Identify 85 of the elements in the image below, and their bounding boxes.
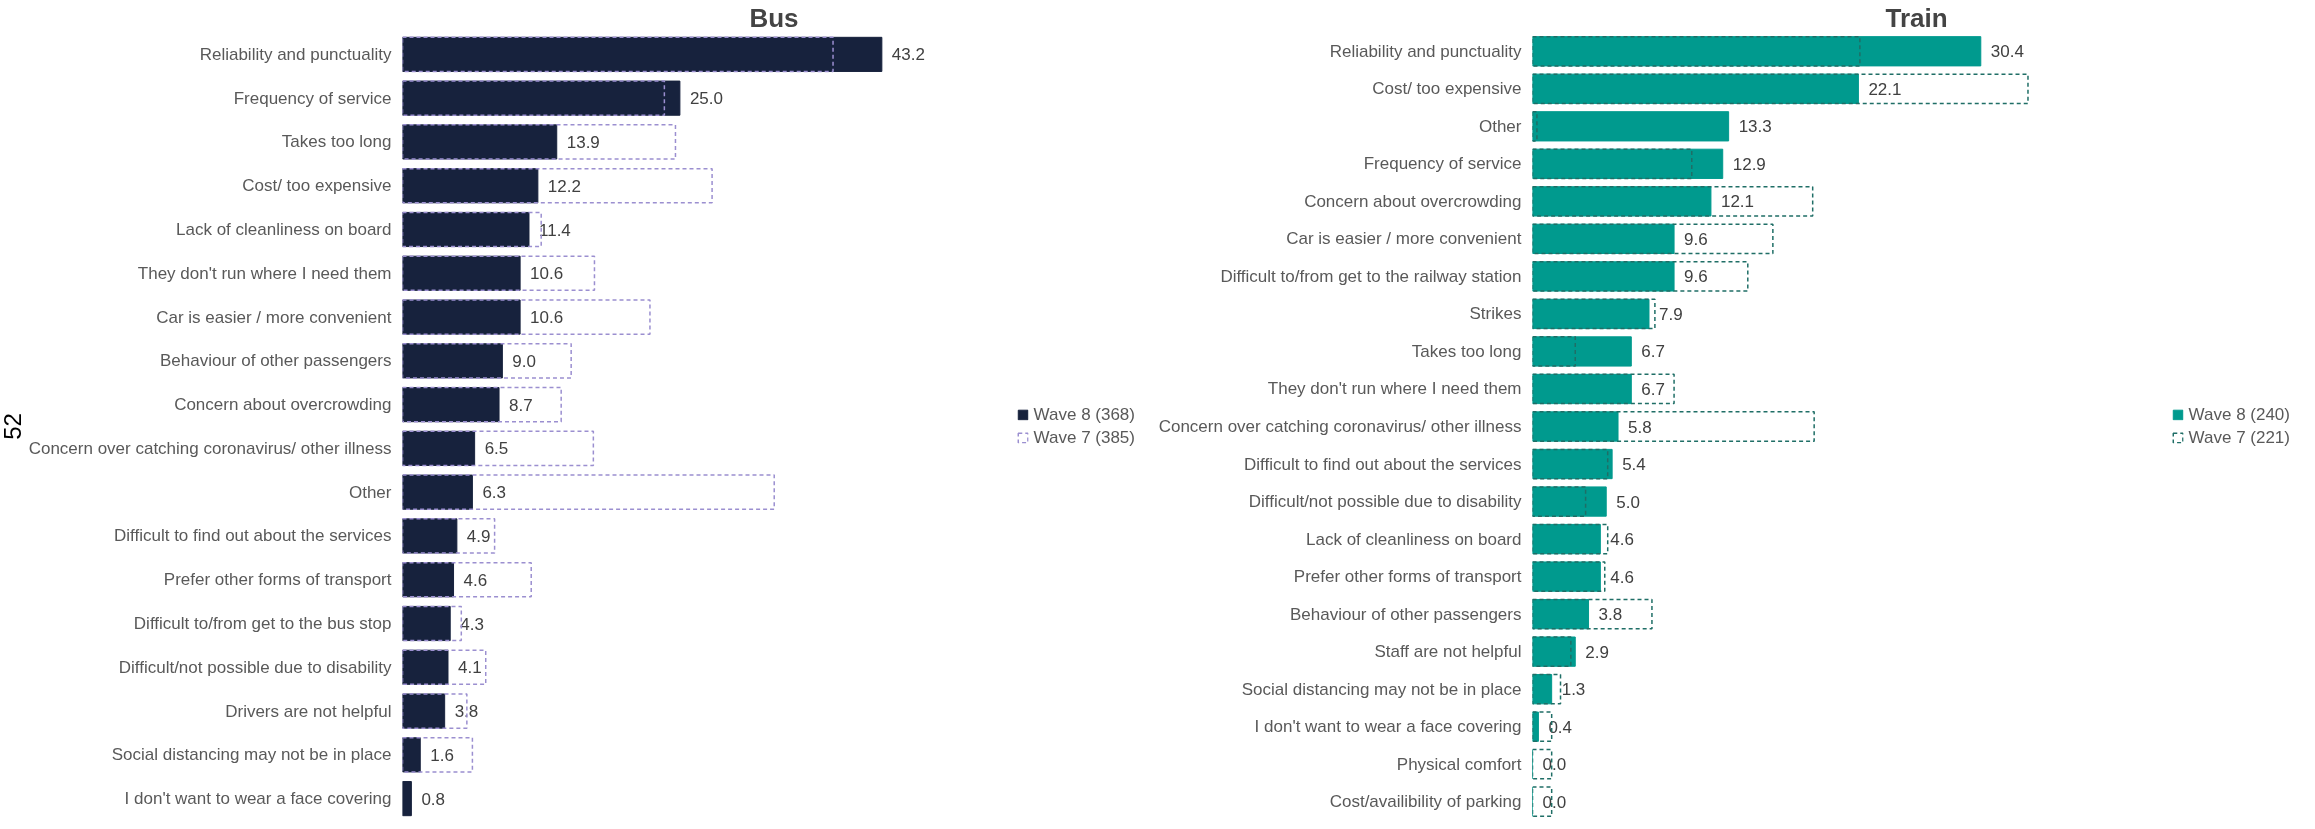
y-tick-label: Drivers are not helpful: [225, 701, 392, 721]
y-tick-label: Behaviour of other passengers: [1289, 604, 1522, 624]
y-tick-label: Other: [348, 482, 392, 502]
y-tick-label: Staff are not helpful: [1374, 642, 1522, 662]
y-tick-label: They don't run where I need them: [1267, 379, 1522, 399]
y-tick-label: Difficult/not possible due to disability: [118, 657, 392, 677]
data-label: 5.0: [1616, 492, 1640, 512]
data-label: 4.1: [457, 658, 482, 678]
data-label: 5.4: [1622, 455, 1646, 475]
y-tick-label: Difficult/not possible due to disability: [1248, 492, 1522, 512]
y-tick-label: Prefer other forms of transport: [163, 570, 392, 590]
data-label: 10.6: [530, 308, 564, 328]
data-label: 1.3: [1561, 680, 1586, 700]
data-label: 4.3: [460, 614, 484, 634]
legend-label: Wave 7 (221): [2188, 427, 2290, 448]
data-label: 25.0: [689, 89, 723, 109]
data-label: 7.9: [1659, 304, 1683, 324]
y-tick-label: Prefer other forms of transport: [1293, 567, 1522, 587]
y-tick-label: Frequency of service: [233, 88, 392, 108]
y-tick-label: Takes too long: [1411, 341, 1522, 361]
y-tick-label: Takes too long: [281, 132, 392, 152]
y-tick-label: Frequency of service: [1363, 154, 1522, 174]
data-label: 22.1: [1868, 79, 1902, 99]
data-label: 5.8: [1628, 417, 1652, 437]
y-tick-label: Concern about overcrowding: [174, 395, 392, 415]
y-tick-label: Physical comfort: [1396, 754, 1522, 774]
data-label: 1.6: [430, 745, 454, 765]
data-label: 9.0: [512, 351, 537, 371]
data-label: 12.1: [1720, 192, 1755, 212]
data-label: 4.6: [463, 570, 488, 590]
y-tick-label: Cost/ too expensive: [1372, 79, 1522, 99]
y-tick-label: I don't want to wear a face covering: [124, 789, 392, 809]
data-label: 11.4: [539, 220, 571, 240]
y-tick-label: Lack of cleanliness on board: [1306, 529, 1522, 549]
y-tick-label: Strikes: [1469, 304, 1522, 324]
data-label: 6.7: [1641, 379, 1665, 399]
y-tick-label: They don't run where I need them: [137, 263, 392, 283]
y-tick-label: Car is easier / more convenient: [156, 307, 392, 327]
y-tick-label: Difficult to find out about the services: [114, 526, 392, 546]
data-label: 0.0: [1542, 755, 1567, 775]
data-label: 12.9: [1732, 154, 1766, 174]
data-label: 0.8: [421, 789, 446, 809]
data-label: 13.9: [566, 132, 600, 152]
y-tick-label: Cost/ too expensive: [242, 176, 392, 196]
chart-title: Bus: [749, 2, 799, 33]
data-label: 8.7: [509, 395, 533, 415]
data-label: 0.0: [1542, 792, 1567, 812]
data-label: 2.9: [1585, 642, 1609, 662]
chart-title: Train: [1885, 2, 1948, 33]
data-label: 12.2: [547, 176, 581, 196]
y-tick-label: Concern about overcrowding: [1304, 191, 1522, 211]
data-label: 43.2: [891, 45, 925, 65]
text: 52: [0, 413, 26, 440]
y-tick-label: Behaviour of other passengers: [159, 351, 392, 371]
data-label: 4.6: [1610, 530, 1634, 550]
y-tick-label: Social distancing may not be in place: [111, 745, 392, 765]
y-tick-label: Difficult to/from get to the bus stop: [133, 614, 392, 633]
data-label: 6.5: [484, 439, 509, 459]
data-label: 9.6: [1684, 267, 1708, 287]
y-tick-label: Difficult to/from get to the railway station: [1220, 266, 1522, 286]
data-label: 4.9: [466, 526, 491, 546]
data-label: 9.6: [1684, 229, 1708, 249]
data-label: 10.6: [530, 264, 564, 284]
y-tick-label: Reliability and punctuality: [199, 44, 392, 64]
data-label: 0.4: [1548, 717, 1573, 737]
legend-label: Wave 7 (385): [1033, 427, 1135, 448]
data-label: 3.8: [1598, 605, 1623, 625]
y-tick-label: Lack of cleanliness on board: [176, 220, 392, 239]
data-label: 4.6: [1610, 567, 1634, 587]
data-label: 3.8: [454, 702, 479, 722]
data-label: 6.7: [1641, 342, 1665, 362]
y-tick-label: Cost/availibility of parking: [1329, 792, 1522, 812]
data-label: 13.3: [1738, 117, 1772, 137]
legend-label: Wave 8 (240): [2188, 404, 2290, 425]
y-tick-label: Difficult to find out about the services: [1244, 454, 1522, 474]
data-label: 6.3: [482, 483, 507, 503]
legend-label: Wave 8 (368): [1033, 404, 1135, 425]
y-tick-label: Other: [1478, 116, 1522, 136]
y-tick-label: Concern over catching coronavirus/ other illness: [28, 438, 392, 458]
y-tick-label: Reliability and punctuality: [1329, 41, 1522, 61]
y-tick-label: Car is easier / more convenient: [1286, 229, 1522, 249]
y-tick-label: Social distancing may not be in place: [1241, 679, 1522, 699]
y-tick-label: I don't want to wear a face covering: [1254, 717, 1522, 737]
data-label: 30.4: [1990, 42, 2024, 62]
y-tick-label: Concern over catching coronavirus/ other illness: [1158, 417, 1522, 436]
